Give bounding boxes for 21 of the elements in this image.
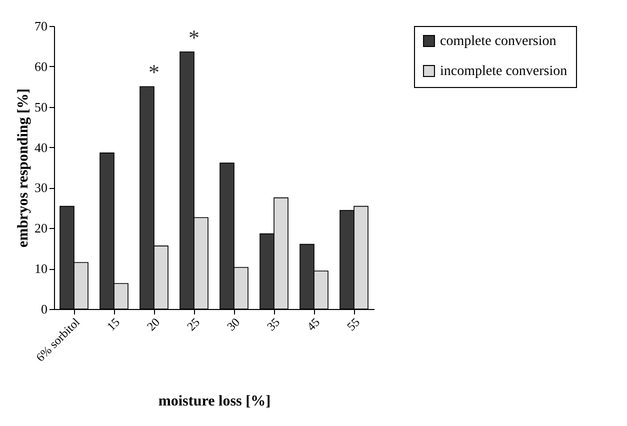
- y-tick-label: 30: [34, 180, 48, 196]
- x-axis-title: moisture loss [%]: [158, 394, 271, 410]
- annotation: *: [148, 60, 160, 85]
- y-axis-title: embryos responding [%]: [16, 88, 32, 248]
- y-tick-label: 0: [41, 302, 48, 316]
- y-tick-label: 60: [34, 58, 48, 74]
- x-tick-label: 15: [104, 315, 122, 334]
- y-tick-label: 50: [34, 99, 48, 114]
- legend-label: complete conversion: [440, 34, 556, 49]
- y-tick-label: 70: [34, 18, 48, 34]
- y-tick-label: 40: [34, 140, 48, 155]
- x-tick-label: 35: [264, 315, 282, 334]
- y-tick-label: 10: [34, 261, 48, 276]
- x-tick-label: 20: [144, 315, 162, 334]
- annotation: *: [188, 24, 200, 50]
- legend-label: incomplete conversion: [440, 64, 568, 79]
- y-tick-label: 20: [34, 220, 48, 236]
- x-tick-label: 25: [184, 315, 202, 334]
- x-tick-label: 45: [304, 315, 322, 334]
- x-tick-label: 55: [344, 315, 362, 334]
- x-tick-label: 30: [224, 315, 242, 334]
